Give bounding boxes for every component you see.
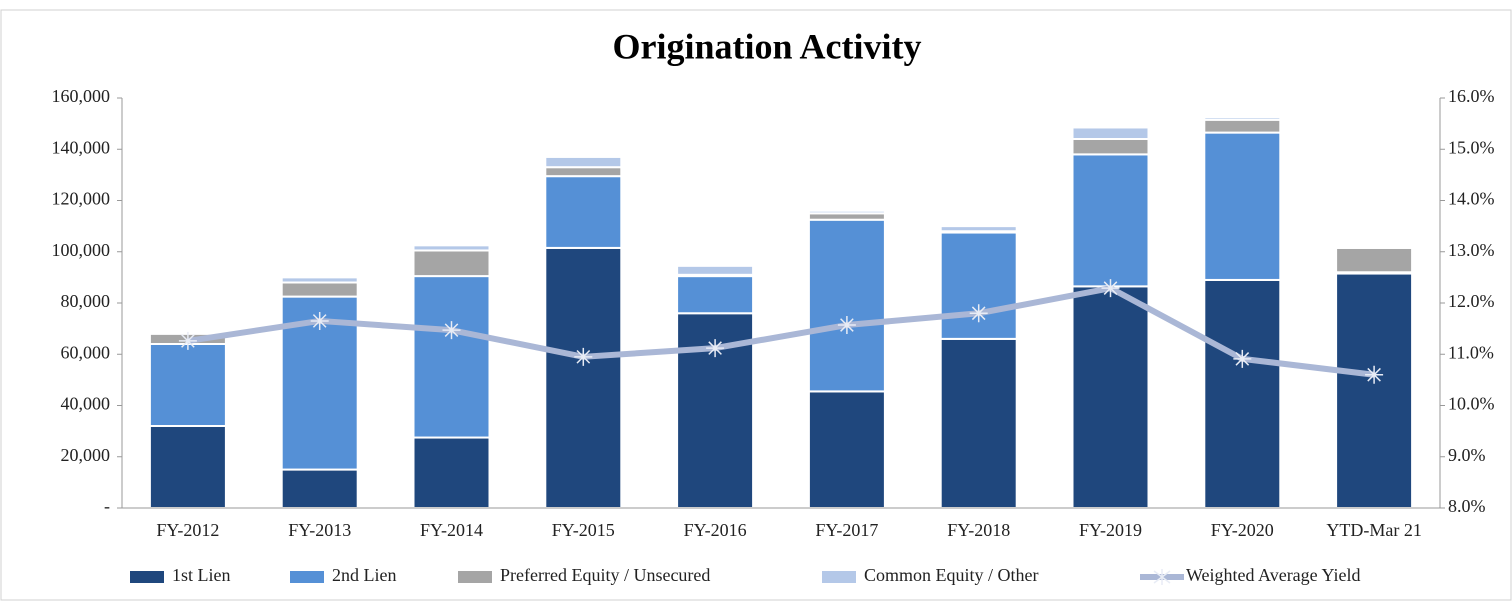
legend-label: Weighted Average Yield [1186, 565, 1361, 585]
legend-label: Common Equity / Other [864, 565, 1039, 585]
x-tick-label: YTD-Mar 21 [1326, 520, 1421, 540]
legend-marker [1153, 569, 1171, 585]
y2-tick-label: 14.0% [1448, 189, 1495, 209]
y2-tick-label: 8.0% [1448, 496, 1486, 516]
y-tick-label: 100,000 [52, 240, 111, 260]
bar-segment [1203, 116, 1282, 121]
chart-frame [0, 9, 1512, 601]
bar-segment [1335, 245, 1414, 249]
bar-segment [1203, 118, 1282, 134]
legend-label: 1st Lien [172, 565, 231, 585]
yield-marker [837, 316, 856, 335]
bar-segment [939, 337, 1018, 509]
yield-marker [442, 321, 461, 340]
legend-swatch [822, 571, 856, 583]
bar-segment [544, 175, 623, 249]
legend-swatch [130, 571, 164, 583]
yield-marker [1101, 279, 1120, 298]
bar-segment [280, 276, 359, 284]
bar-segment [1203, 278, 1282, 509]
bar-segment [807, 390, 886, 509]
y-tick-label: 80,000 [61, 291, 111, 311]
bar-segment [280, 281, 359, 298]
bar-segment [544, 155, 623, 169]
bar-segment [1203, 131, 1282, 281]
yield-marker [1233, 349, 1252, 368]
y2-tick-label: 10.0% [1448, 394, 1495, 414]
bar-segment [544, 246, 623, 509]
bar-segment [1071, 153, 1150, 288]
bar-segment [1335, 272, 1414, 509]
yield-marker [706, 339, 725, 358]
bar-segment [280, 468, 359, 509]
legend-label: Preferred Equity / Unsecured [500, 565, 710, 585]
yield-marker [969, 304, 988, 323]
y-tick-label: 120,000 [52, 189, 111, 209]
y2-tick-label: 9.0% [1448, 445, 1486, 465]
x-tick-label: FY-2012 [156, 520, 219, 540]
bar-segment [807, 218, 886, 393]
x-tick-label: FY-2014 [420, 520, 483, 540]
x-tick-label: FY-2013 [288, 520, 351, 540]
bar-segment [807, 209, 886, 215]
bar-segment [676, 275, 755, 315]
x-tick-label: FY-2015 [552, 520, 615, 540]
y-tick-label: 40,000 [61, 394, 111, 414]
y-tick-label: 140,000 [52, 137, 111, 157]
bar-segment [412, 244, 491, 252]
yield-line [187, 285, 1375, 378]
y2-tick-label: 15.0% [1448, 137, 1495, 157]
y-tick-label: 20,000 [61, 445, 111, 465]
bar-segment [412, 249, 491, 278]
chart-title: Origination Activity [613, 26, 922, 66]
bar-segment [412, 275, 491, 439]
x-tick-label: FY-2017 [815, 520, 878, 540]
x-tick-label: FY-2019 [1079, 520, 1142, 540]
bar-segment [1071, 285, 1150, 509]
bar-segment [412, 436, 491, 509]
bar-segment [939, 225, 1018, 233]
y2-tick-label: 12.0% [1448, 291, 1495, 311]
bar-segment [1071, 126, 1150, 140]
y-tick-label: - [104, 496, 110, 516]
y-tick-label: 160,000 [52, 86, 111, 106]
x-tick-label: FY-2020 [1211, 520, 1274, 540]
bar-segment [939, 231, 1018, 340]
x-tick-label: FY-2016 [684, 520, 747, 540]
bar-segment [1071, 138, 1150, 156]
legend-swatch [290, 571, 324, 583]
yield-marker [574, 347, 593, 366]
yield-marker [310, 311, 329, 330]
y2-tick-label: 11.0% [1448, 342, 1494, 362]
bar-segment [148, 343, 227, 427]
bar-segment [676, 264, 755, 276]
y-tick-label: 60,000 [61, 342, 111, 362]
legend-label: 2nd Lien [332, 565, 397, 585]
yield-marker [178, 331, 197, 350]
y2-tick-label: 13.0% [1448, 240, 1495, 260]
legend-swatch [458, 571, 492, 583]
y2-tick-label: 16.0% [1448, 86, 1495, 106]
x-tick-label: FY-2018 [947, 520, 1010, 540]
bar-segment [544, 166, 623, 178]
bar-segment [1335, 246, 1414, 274]
bar-segment [148, 425, 227, 509]
yield-marker [1365, 365, 1384, 384]
